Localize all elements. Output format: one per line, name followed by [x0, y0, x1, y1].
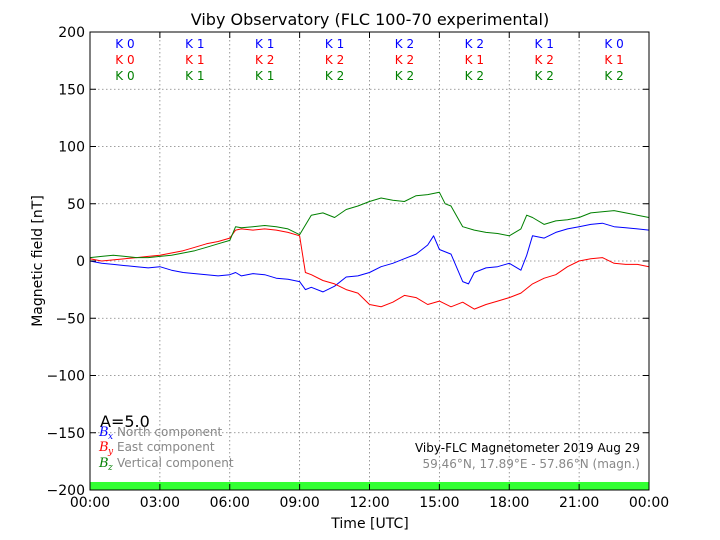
k-index-r0-c5: K 2: [465, 37, 484, 51]
y-tick-label-7: 150: [58, 82, 85, 98]
k-index-r2-c2: K 1: [255, 69, 274, 83]
k-index-r0-c2: K 1: [255, 37, 274, 51]
y-tick-label-4: 0: [76, 254, 85, 270]
k-index-r1-c6: K 2: [535, 53, 554, 67]
k-index-r1-c3: K 2: [325, 53, 344, 67]
y-tick-label-0: −200: [47, 483, 85, 499]
series-line-z: [89, 191, 650, 259]
grid-lines: [90, 32, 649, 490]
y-axis-ticks: −200 −150 −100 −50 0 50 100 150 200: [47, 25, 649, 499]
x-tick-label-1: 03:00: [140, 495, 180, 511]
legend-symbol-z: B: [98, 456, 109, 471]
x-tick-label-0: 00:00: [70, 495, 110, 511]
legend-subscript-x: x: [108, 432, 113, 442]
legend-subscript-y: y: [107, 447, 114, 457]
legend-label-z: Vertical component: [117, 456, 234, 470]
a-index-label: A=5.0: [100, 412, 150, 431]
series-line-y: [89, 228, 650, 310]
k-index-r2-c4: K 2: [395, 69, 414, 83]
x-tick-label-4: 12:00: [349, 495, 389, 511]
x-tick-label-5: 15:00: [419, 495, 459, 511]
k-index-r0-c0: K 0: [115, 37, 134, 51]
k-index-r2-c7: K 2: [604, 69, 623, 83]
y-tick-label-5: 50: [67, 197, 85, 213]
k-index-r1-c0: K 0: [115, 53, 134, 67]
k-index-r0-c4: K 2: [395, 37, 414, 51]
k-index-r0-c6: K 1: [535, 37, 554, 51]
instrument-label: Viby-FLC Magnetometer 2019 Aug 29: [415, 441, 640, 455]
y-tick-label-8: 200: [58, 25, 85, 41]
series-line-x: [89, 222, 650, 293]
y-tick-label-1: −150: [47, 426, 85, 442]
k-index-table: K 0 K 1 K 1 K 1 K 2 K 2 K 1 K 0 K 0 K 1 K 2 K 2 K 2 K…: [115, 37, 623, 83]
k-index-r1-c5: K 1: [465, 53, 484, 67]
x-tick-label-6: 18:00: [489, 495, 529, 511]
chart-title: Viby Observatory (FLC 100-70 experimenta…: [191, 10, 550, 29]
y-tick-label-2: −100: [47, 369, 85, 385]
x-tick-label-2: 06:00: [210, 495, 250, 511]
k-index-r1-c7: K 1: [604, 53, 623, 67]
legend-label-x: North component: [117, 425, 223, 439]
x-tick-label-3: 09:00: [279, 495, 319, 511]
k-index-r0-c7: K 0: [604, 37, 623, 51]
y-tick-label-3: −50: [55, 311, 85, 327]
k-index-r0-c1: K 1: [185, 37, 204, 51]
k-index-r2-c5: K 2: [465, 69, 484, 83]
y-axis-label: Magnetic field [nT]: [30, 195, 46, 327]
k-index-r2-c3: K 2: [325, 69, 344, 83]
k-index-r2-c0: K 0: [115, 69, 134, 83]
legend-symbol-x: B: [98, 425, 109, 440]
legend-subscript-z: z: [107, 463, 113, 473]
y-tick-label-6: 100: [58, 140, 85, 156]
x-axis-ticks: 00:00 03:00 06:00 09:00 12:00 15:00 18:00 21:00…: [70, 32, 669, 511]
x-tick-label-7: 21:00: [559, 495, 599, 511]
x-axis-label: Time [UTC]: [330, 516, 408, 532]
x-tick-label-8: 00:00: [629, 495, 669, 511]
k-index-r2-c6: K 2: [535, 69, 554, 83]
k-index-r2-c1: K 1: [185, 69, 204, 83]
k-index-r1-c1: K 1: [185, 53, 204, 67]
series-lines: [89, 191, 650, 310]
legend-label-y: East component: [117, 440, 215, 454]
k-index-r0-c3: K 1: [325, 37, 344, 51]
location-label: 59.46°N, 17.89°E - 57.86°N (magn.): [423, 457, 640, 471]
k-index-r1-c4: K 2: [395, 53, 414, 67]
k-index-r1-c2: K 2: [255, 53, 274, 67]
legend-symbol-y: B: [98, 440, 109, 455]
